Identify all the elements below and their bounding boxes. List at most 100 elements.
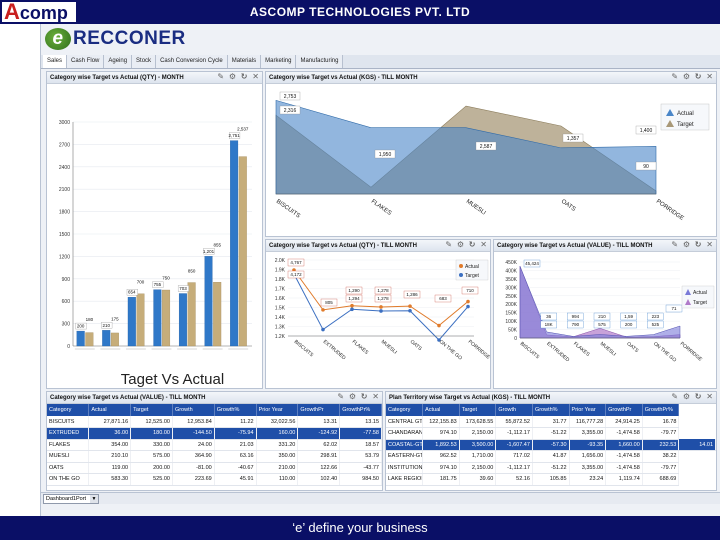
table-cell: 1,892.53 <box>422 439 460 451</box>
data-label: 36 <box>546 314 552 319</box>
table-cell: 2,150.00 <box>459 427 497 440</box>
qty-month-bar-chart: 0 300 600 900 1200 1500 1800 2100 2400 2700 3000 20… <box>59 120 252 388</box>
legend-actual: Actual <box>677 111 694 117</box>
data-point <box>466 299 470 304</box>
panel-title: Category wise Target vs Actual (VALUE) -… <box>47 392 382 404</box>
x-tick-label: PORRIDGE <box>679 341 704 363</box>
column-header[interactable]: Actual <box>88 404 132 416</box>
chevron-down-icon[interactable]: ▼ <box>90 495 98 503</box>
panel-controls-icon[interactable]: ✎ ⚙ ↻ ✕ <box>217 72 260 81</box>
table-row[interactable]: FLAKES 354.00 330.00 24.00 21.03 331.20 62.02 1… <box>47 439 382 451</box>
data-label-box <box>647 312 664 321</box>
table-cell: 24,914.25 <box>605 416 643 428</box>
table-cell: 11.22 <box>214 416 257 428</box>
column-header[interactable]: Growth% <box>532 404 570 416</box>
legend-box <box>455 259 489 281</box>
table-cell: 45.91 <box>214 473 257 486</box>
bar-target <box>85 332 94 347</box>
column-header[interactable]: Growth <box>172 404 215 416</box>
table-row[interactable]: ON THE GO 583.30 525.00 223.69 45.91 110.00 10… <box>47 473 382 486</box>
data-label-box <box>562 133 584 143</box>
dashboard-select[interactable]: Dashboard1Port ▼ <box>43 494 99 504</box>
tab-materials[interactable]: Materials <box>227 55 262 68</box>
panel-controls-icon[interactable]: ✎ ⚙ ↻ ✕ <box>337 392 380 401</box>
data-label-box <box>374 149 396 159</box>
data-label: 2,316 <box>284 108 297 114</box>
table-row[interactable]: CHANDARANA-MT974.102,150.00-1,112.17-51.… <box>386 427 716 440</box>
column-header[interactable]: Prior Year <box>256 404 299 416</box>
data-point <box>379 309 383 313</box>
table-cell: INSTITUTIONS-ST <box>386 462 424 474</box>
data-label-box <box>647 320 664 329</box>
data-label: 1,278 <box>377 288 389 293</box>
table-cell: 3,355.00 <box>569 462 607 474</box>
tab-ageing[interactable]: Ageing <box>104 55 133 68</box>
legend-swatch-target <box>459 273 463 277</box>
table-cell: 41.87 <box>532 450 570 463</box>
column-header[interactable]: Growth <box>495 404 533 416</box>
bar-actual <box>204 256 213 347</box>
data-point <box>466 304 470 309</box>
table-cell: 13.31 <box>297 416 341 428</box>
data-label: 4,767 <box>290 260 302 265</box>
data-label-target: 180 <box>86 317 94 322</box>
table-cell: 962.52 <box>422 450 460 463</box>
y-tick-label: 1.7K <box>275 287 286 293</box>
table-cell: 55,872.52 <box>495 416 533 428</box>
panel-controls-icon[interactable]: ✎ ⚙ ↻ ✕ <box>671 240 714 249</box>
column-header[interactable]: Target <box>130 404 173 416</box>
data-label-box <box>567 312 584 321</box>
panel-controls-icon[interactable]: ✎ ⚙ ↻ ✕ <box>445 240 488 249</box>
data-label-actual: 2,751 <box>228 133 240 138</box>
tab-manufacturing[interactable]: Manufacturing <box>296 55 344 68</box>
legend-swatch-actual <box>666 109 674 116</box>
table-row[interactable]: EASTERN-GT 962.52 1,710.00 717.02 41.87 1,656… <box>386 450 716 463</box>
column-header[interactable]: Prior Year <box>569 404 607 416</box>
data-point <box>321 327 325 332</box>
column-header[interactable]: Target <box>459 404 497 416</box>
column-header[interactable]: Growth% <box>214 404 257 416</box>
data-label: 1,278 <box>377 296 389 301</box>
column-header[interactable]: GrowthPr% <box>339 404 382 416</box>
table-cell: 18.57 <box>339 439 382 451</box>
table-row[interactable]: LAKE REGION-ST181.7539.6052.16105.8523.2… <box>386 473 716 486</box>
table-row[interactable]: OATS 119.00 200.00 -81.00 -40.67 210.00 122.66… <box>47 462 382 474</box>
column-header[interactable]: Actual <box>422 404 460 416</box>
column-header[interactable]: GrowthPr% <box>642 404 680 416</box>
x-tick-label: OATS <box>409 339 424 353</box>
y-tick-label: 600 <box>62 299 71 305</box>
panel-controls-icon[interactable]: ✎ ⚙ ↻ ✕ <box>671 392 714 401</box>
data-label: 575 <box>598 322 606 327</box>
tab-cash-flow[interactable]: Cash Flow <box>67 55 105 68</box>
plan-territory-table: Category Actual Target Growth Growth% Prior Y… <box>386 404 716 486</box>
data-label: 994 <box>572 314 580 319</box>
table-cell: 717.02 <box>495 450 533 463</box>
column-header[interactable]: Category <box>386 404 424 416</box>
column-header[interactable]: GrowthPr <box>605 404 643 416</box>
bar-actual <box>230 140 239 347</box>
bar-target <box>162 289 171 347</box>
table-row[interactable]: INSTITUTIONS-ST974.102,150.00-1,112.17-5… <box>386 462 716 474</box>
table-row[interactable]: BISCUITS 27,871.16 12,525.00 12,953.84 11.22… <box>47 416 382 428</box>
table-row[interactable]: MUESLI 210.10 575.00 364.90 63.16 350.00 298.9… <box>47 450 382 463</box>
tab-marketing[interactable]: Marketing <box>261 55 297 68</box>
table-cell: ON THE GO <box>47 473 90 486</box>
table-row[interactable]: CENTRAL GT 122,155.83 173,628.55 55,872.52 3… <box>386 416 716 428</box>
legend-swatch-actual <box>685 289 691 295</box>
legend-actual: Actual <box>693 290 707 296</box>
data-label: 223 <box>652 314 660 319</box>
table-row[interactable]: EXTRUDED 36.00 180.00 -144.50 -75.94 160.00 -1… <box>47 427 382 440</box>
table-cell: -79.77 <box>642 462 680 474</box>
data-label-box <box>279 105 301 115</box>
table-cell: 122,155.83 <box>422 416 460 428</box>
table-cell: 1,660.00 <box>605 439 643 451</box>
column-header[interactable]: GrowthPr <box>297 404 341 416</box>
y-tick-label: 300K <box>505 285 517 291</box>
tab-sales[interactable]: Sales <box>43 55 68 68</box>
table-row[interactable]: COASTAL-GT 1,892.53 3,500.00 -1,607.47 -57.3… <box>386 439 716 451</box>
table-cell: 12,953.84 <box>172 416 215 428</box>
tab-stock[interactable]: Stock <box>132 55 157 68</box>
column-header[interactable]: Category <box>47 404 90 416</box>
tab-cash-conversion-cycle[interactable]: Cash Conversion Cycle <box>156 55 228 68</box>
panel-controls-icon[interactable]: ✎ ⚙ ↻ ✕ <box>671 72 714 81</box>
